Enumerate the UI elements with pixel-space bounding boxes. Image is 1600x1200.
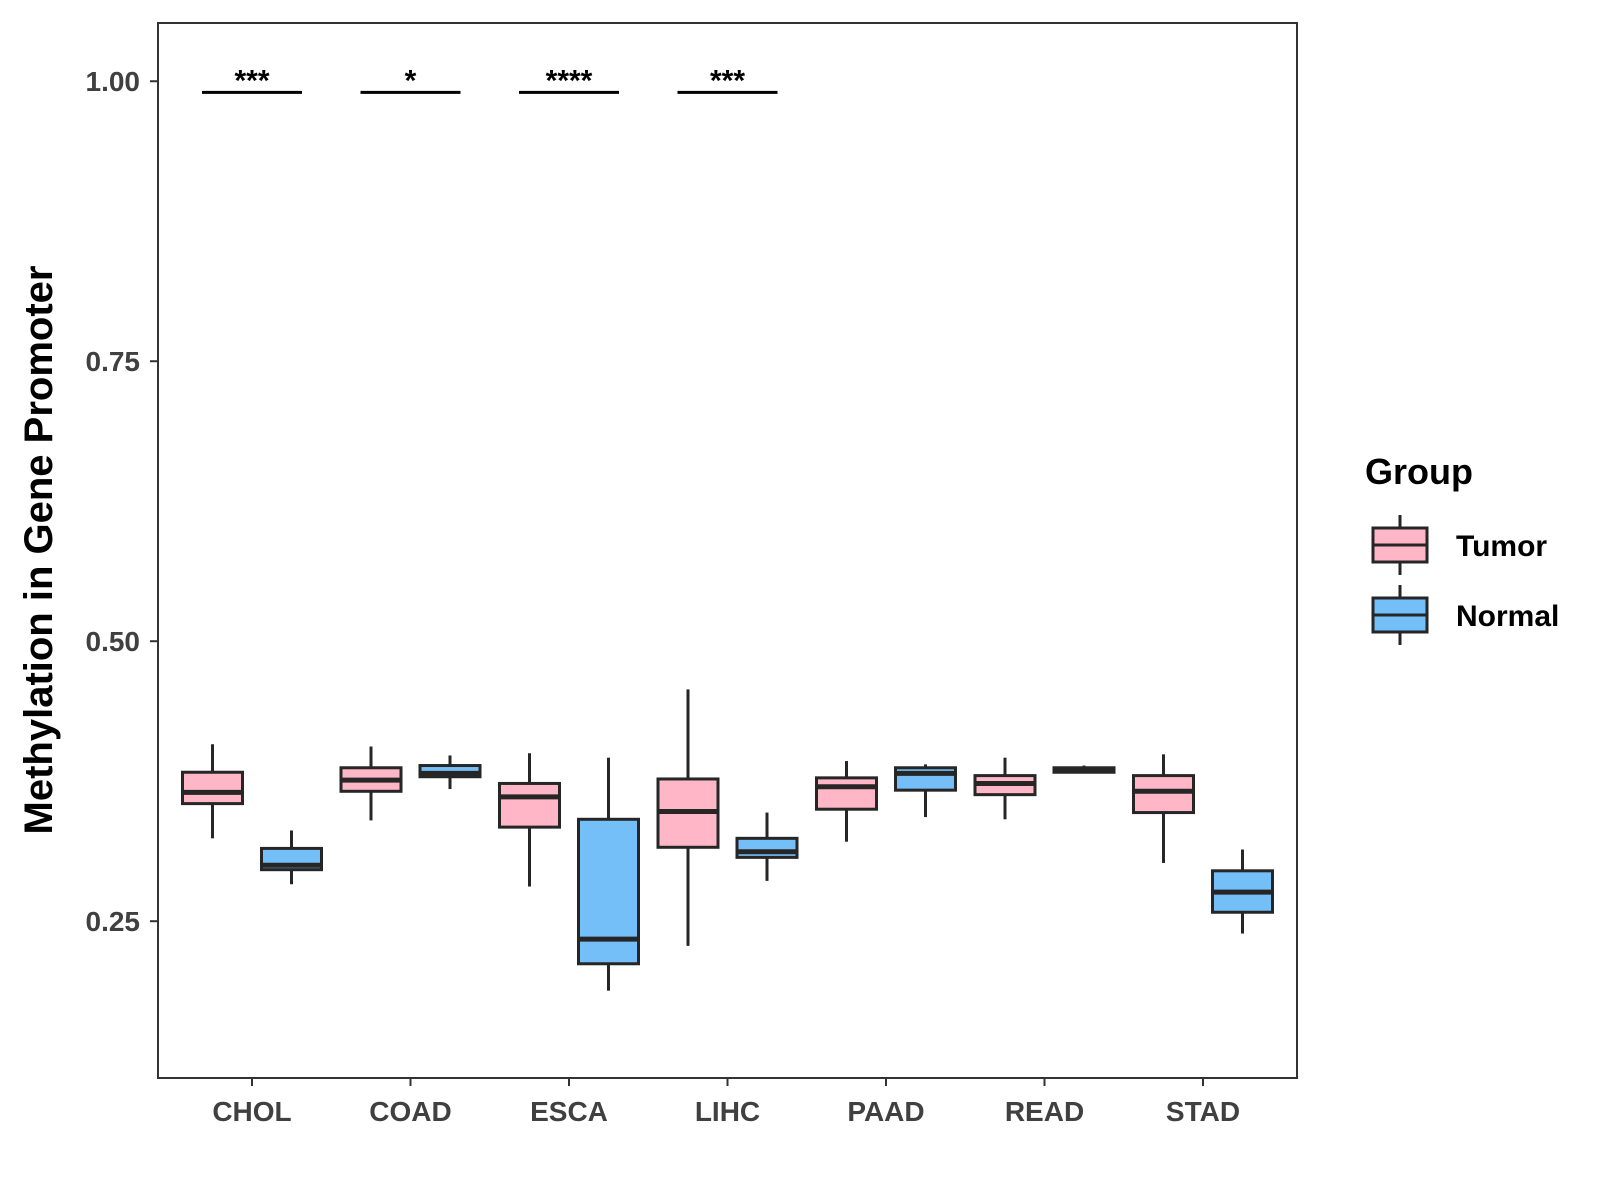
- box-normal-esca: [577, 757, 640, 991]
- box-body: [181, 770, 244, 806]
- significance-label: ***: [234, 64, 269, 97]
- box-normal-read: [1052, 765, 1116, 774]
- y-tick-label: 0.50: [86, 626, 141, 657]
- legend-key: [1371, 515, 1429, 575]
- x-tick-label: LIHC: [695, 1096, 760, 1127]
- box-tumor-read: [973, 757, 1037, 820]
- x-axis: CHOL COAD ESCA LIHC PAAD READ STAD: [212, 1078, 1240, 1127]
- legend: Group Tumor Normal: [1365, 451, 1559, 645]
- box-normal-lihc: [735, 812, 799, 881]
- x-tick-label: CHOL: [212, 1096, 291, 1127]
- plot-panel: [157, 22, 1298, 1079]
- x-tick-label: STAD: [1166, 1096, 1240, 1127]
- significance-label: *: [405, 64, 417, 97]
- legend-entry-tumor: Tumor: [1371, 515, 1547, 575]
- box-normal-paad: [894, 764, 957, 818]
- y-axis-label: Methylation in Gene Promoter: [17, 266, 61, 835]
- x-tick-label: PAAD: [847, 1096, 924, 1127]
- box-normal-stad: [1211, 849, 1274, 934]
- box-normal-chol: [260, 830, 323, 885]
- x-tick-label: ESCA: [530, 1096, 608, 1127]
- y-tick-label: 0.25: [86, 906, 141, 937]
- legend-label: Normal: [1456, 600, 1559, 633]
- box-tumor-lihc: [656, 689, 720, 946]
- y-tick-label: 0.75: [86, 346, 141, 377]
- significance-label: ***: [710, 64, 745, 97]
- x-tick-label: COAD: [369, 1096, 451, 1127]
- box-tumor-stad: [1132, 754, 1195, 863]
- box-tumor-esca: [498, 753, 561, 887]
- box-body: [1132, 774, 1195, 815]
- legend-key: [1371, 585, 1429, 645]
- box-body: [498, 781, 561, 829]
- y-tick-label: 1.00: [86, 66, 141, 97]
- box-body: [815, 776, 878, 811]
- y-axis: 0.25 0.50 0.75 1.00: [86, 66, 158, 937]
- box-tumor-paad: [815, 761, 878, 842]
- x-tick-label: READ: [1005, 1096, 1084, 1127]
- significance-label: ****: [546, 64, 593, 97]
- box-series: [181, 689, 1274, 991]
- legend-title: Group: [1365, 451, 1473, 492]
- box-normal-coad: [418, 755, 482, 790]
- legend-entry-normal: Normal: [1371, 585, 1559, 645]
- box-tumor-chol: [181, 744, 244, 839]
- box-body: [735, 836, 799, 859]
- box-body: [577, 817, 640, 966]
- legend-label: Tumor: [1456, 530, 1547, 563]
- significance-annotations: *** * **** ***: [202, 64, 778, 97]
- box-tumor-coad: [339, 746, 403, 821]
